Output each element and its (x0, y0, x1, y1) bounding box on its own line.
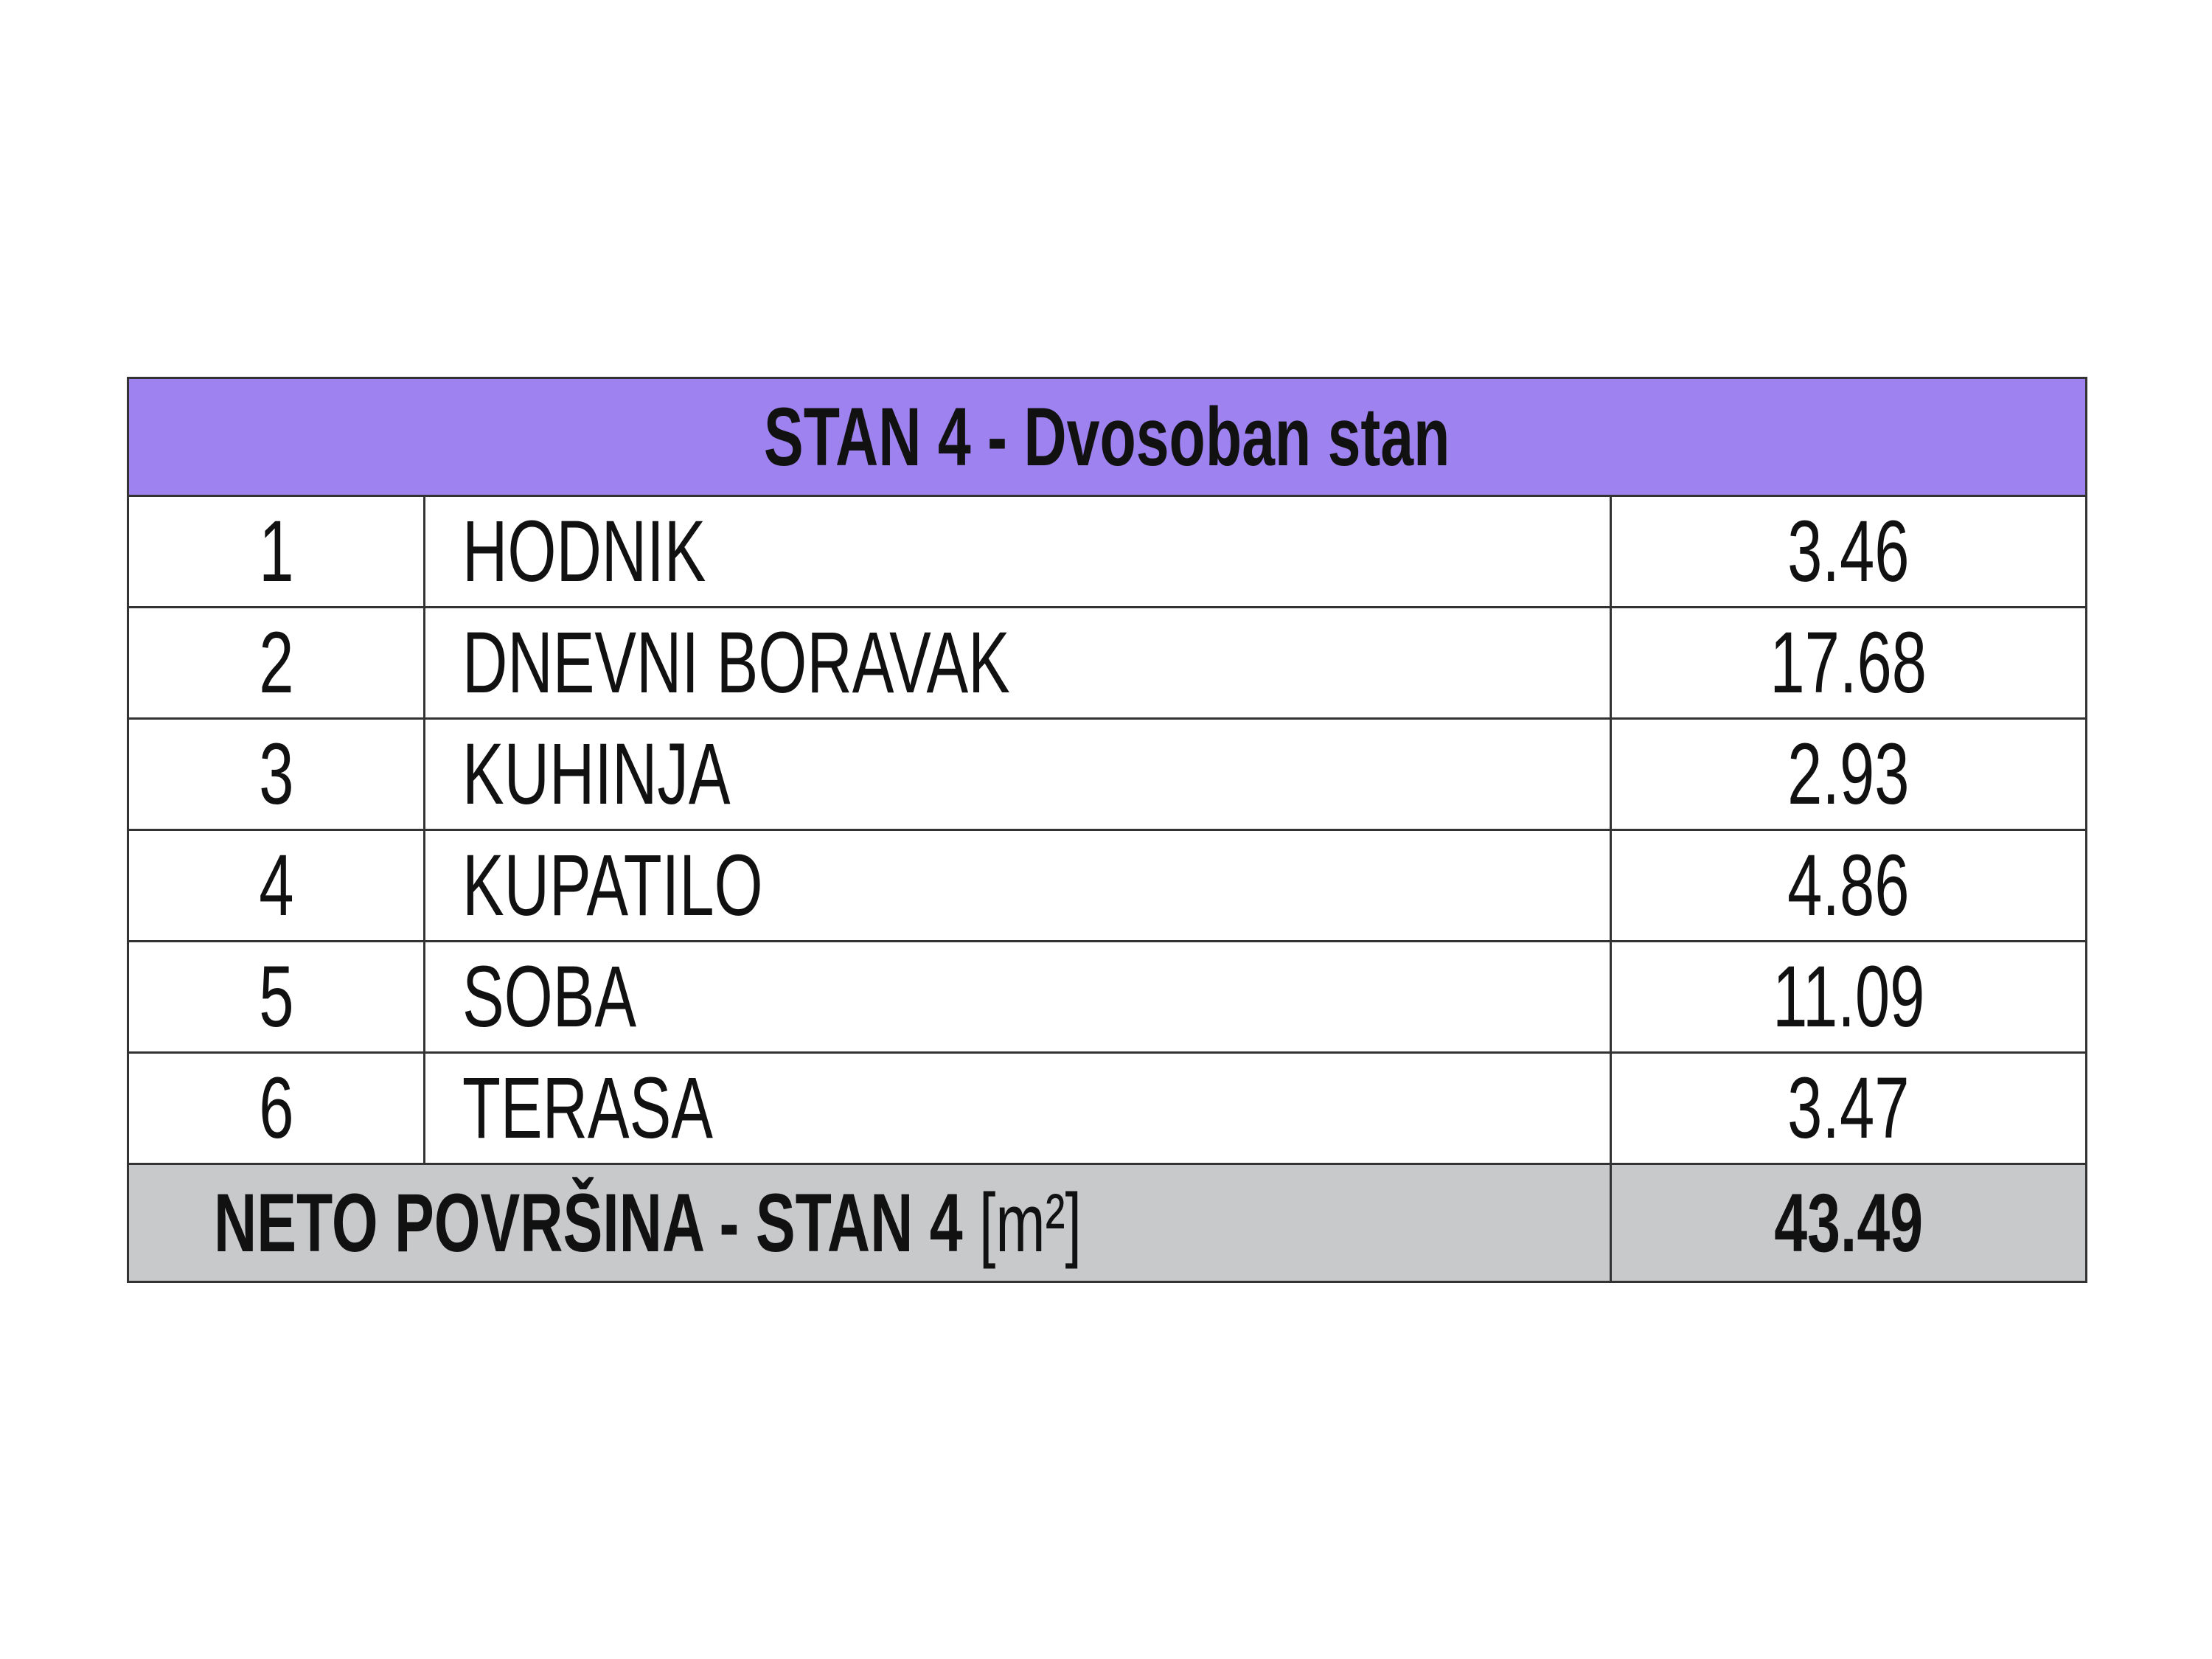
room-area: 11.09 (1772, 948, 1925, 1046)
row-number-cell: 5 (127, 940, 425, 1054)
footer-label: NETO POVRŠINA - STAN 4 (214, 1176, 963, 1269)
table-row: 4 KUPATILO 4.86 (127, 829, 2088, 942)
room-name: KUHINJA (462, 726, 731, 823)
footer-unit: [m²] (979, 1176, 1082, 1269)
row-number-cell: 6 (127, 1051, 425, 1165)
row-number: 2 (258, 614, 294, 712)
header-row: STAN 4 - Dvosoban stan (126, 377, 2088, 497)
footer-row: NETO POVRŠINA - STAN 4 [m²] 43.49 (127, 1163, 2088, 1283)
room-area-cell: 2.93 (1609, 717, 2088, 831)
room-area: 2.93 (1787, 726, 1910, 823)
row-number: 4 (258, 837, 294, 934)
row-number-cell: 4 (127, 829, 425, 942)
header-cell: STAN 4 - Dvosoban stan (126, 377, 2088, 497)
row-number-cell: 1 (127, 495, 425, 608)
room-area: 17.68 (1770, 614, 1927, 712)
row-number: 5 (258, 948, 294, 1046)
table-row: 2 DNEVNI BORAVAK 17.68 (127, 606, 2088, 720)
row-number: 1 (258, 503, 294, 600)
footer-total-cell: 43.49 (1609, 1163, 2088, 1283)
area-table: STAN 4 - Dvosoban stan 1 HODNIK 3.46 2 DNEVN… (126, 377, 2088, 1283)
room-name-cell: KUHINJA (423, 717, 1612, 831)
room-name-cell: DNEVNI BORAVAK (423, 606, 1612, 720)
row-number-cell: 2 (127, 606, 425, 720)
row-number: 6 (258, 1060, 294, 1157)
room-name: SOBA (462, 948, 637, 1046)
room-area-cell: 3.46 (1609, 495, 2088, 608)
room-area-cell: 11.09 (1609, 940, 2088, 1054)
row-number: 3 (258, 726, 294, 823)
room-name-cell: TERASA (423, 1051, 1612, 1165)
table-body: 1 HODNIK 3.46 2 DNEVNI BORAVAK 17.68 3 KUHINJA 2… (127, 495, 2088, 1165)
footer-total: 43.49 (1774, 1176, 1923, 1269)
room-area-cell: 17.68 (1609, 606, 2088, 720)
row-number-cell: 3 (127, 717, 425, 831)
table-row: 5 SOBA 11.09 (127, 940, 2088, 1054)
table-row: 6 TERASA 3.47 (127, 1051, 2088, 1165)
room-name-cell: HODNIK (423, 495, 1612, 608)
room-area: 3.46 (1787, 503, 1910, 600)
table-row: 3 KUHINJA 2.93 (127, 717, 2088, 831)
room-name-cell: KUPATILO (423, 829, 1612, 942)
footer-label-cell: NETO POVRŠINA - STAN 4 [m²] (127, 1163, 1612, 1283)
table-title: STAN 4 - Dvosoban stan (764, 390, 1450, 483)
room-area: 4.86 (1787, 837, 1910, 934)
room-area-cell: 3.47 (1609, 1051, 2088, 1165)
room-name: TERASA (462, 1060, 713, 1157)
room-area-cell: 4.86 (1609, 829, 2088, 942)
room-area: 3.47 (1787, 1060, 1910, 1157)
room-name: HODNIK (462, 503, 706, 600)
room-name: DNEVNI BORAVAK (462, 614, 1010, 712)
room-name-cell: SOBA (423, 940, 1612, 1054)
footer-text: NETO POVRŠINA - STAN 4 [m²] (214, 1181, 1082, 1265)
room-name: KUPATILO (462, 837, 763, 934)
table-row: 1 HODNIK 3.46 (127, 495, 2088, 608)
